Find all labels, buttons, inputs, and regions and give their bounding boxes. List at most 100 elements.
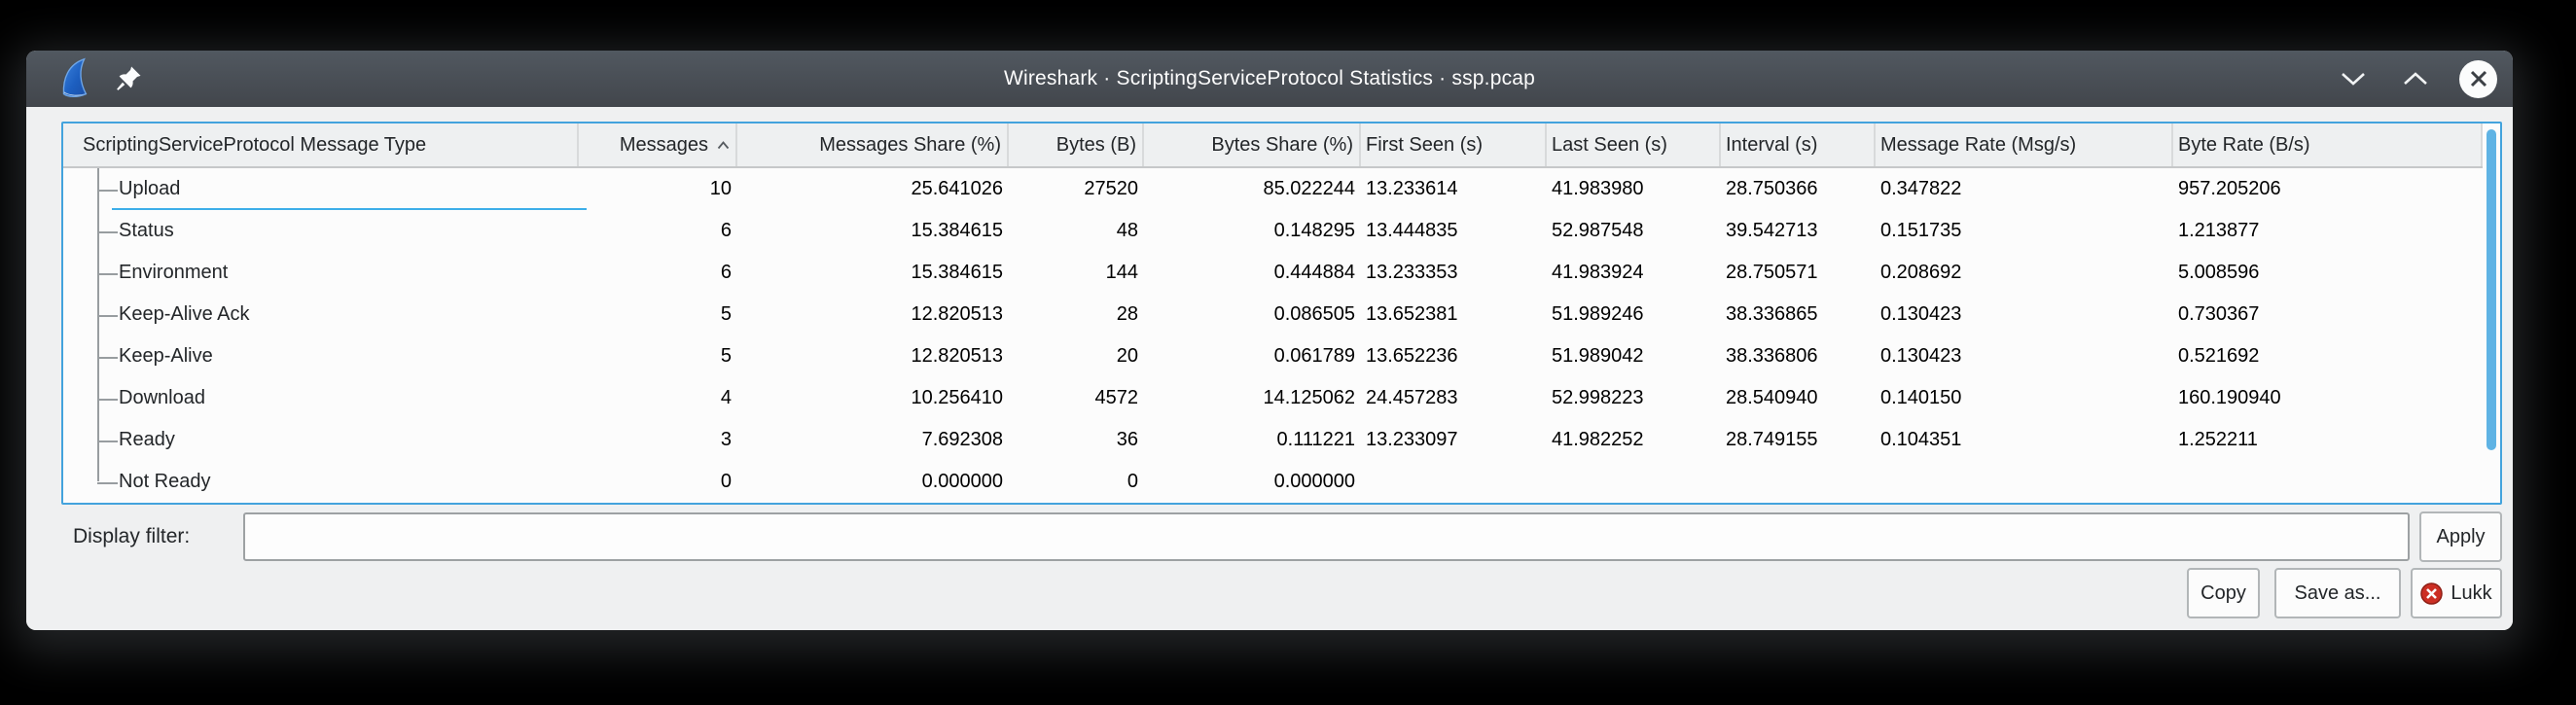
cell-value[interactable]: 85.022244 bbox=[1144, 168, 1361, 210]
cell-value[interactable]: 12.820513 bbox=[737, 335, 1009, 377]
cell-value[interactable]: 0 bbox=[1009, 461, 1144, 503]
cell-value[interactable]: 4572 bbox=[1009, 377, 1144, 419]
save-as-button[interactable]: Save as... bbox=[2274, 568, 2401, 618]
cell-value[interactable]: 28.540940 bbox=[1721, 377, 1876, 419]
cell-value[interactable]: 41.983980 bbox=[1547, 168, 1721, 210]
cell-message-type[interactable]: Upload bbox=[63, 168, 579, 210]
cell-value[interactable] bbox=[1361, 461, 1547, 503]
cell-value[interactable]: 0.104351 bbox=[1876, 419, 2173, 461]
cell-value[interactable]: 48 bbox=[1009, 210, 1144, 252]
copy-button[interactable]: Copy bbox=[2187, 568, 2260, 618]
column-header-first-seen[interactable]: First Seen (s) bbox=[1361, 123, 1547, 166]
cell-message-type[interactable]: Ready bbox=[63, 419, 579, 461]
cell-value[interactable]: 160.190940 bbox=[2173, 377, 2483, 419]
cell-value[interactable]: 7.692308 bbox=[737, 419, 1009, 461]
cell-value[interactable]: 39.542713 bbox=[1721, 210, 1876, 252]
cell-value[interactable]: 38.336806 bbox=[1721, 335, 1876, 377]
statistics-table[interactable]: ScriptingServiceProtocol Message Type Me… bbox=[61, 122, 2502, 505]
cell-value[interactable]: 28 bbox=[1009, 294, 1144, 335]
cell-value[interactable]: 0.208692 bbox=[1876, 252, 2173, 294]
cell-value[interactable]: 15.384615 bbox=[737, 210, 1009, 252]
cell-value[interactable]: 24.457283 bbox=[1361, 377, 1547, 419]
cell-value[interactable]: 41.983924 bbox=[1547, 252, 1721, 294]
column-header-bytes[interactable]: Bytes (B) bbox=[1009, 123, 1144, 166]
cell-value[interactable]: 957.205206 bbox=[2173, 168, 2483, 210]
table-row[interactable]: Ready37.692308360.11122113.23309741.9822… bbox=[63, 419, 2483, 461]
table-row[interactable]: Environment615.3846151440.44488413.23335… bbox=[63, 252, 2483, 294]
cell-message-type[interactable]: Keep-Alive Ack bbox=[63, 294, 579, 335]
cell-value[interactable] bbox=[1547, 461, 1721, 503]
cell-value[interactable]: 6 bbox=[579, 252, 737, 294]
cell-value[interactable]: 1.252211 bbox=[2173, 419, 2483, 461]
column-header-message-rate[interactable]: Message Rate (Msg/s) bbox=[1876, 123, 2173, 166]
cell-message-type[interactable]: Download bbox=[63, 377, 579, 419]
cell-value[interactable]: 0.444884 bbox=[1144, 252, 1361, 294]
scrollbar-thumb[interactable] bbox=[2487, 129, 2496, 450]
cell-value[interactable]: 12.820513 bbox=[737, 294, 1009, 335]
column-header-message-type[interactable]: ScriptingServiceProtocol Message Type bbox=[63, 123, 579, 166]
cell-value[interactable]: 36 bbox=[1009, 419, 1144, 461]
cell-value[interactable]: 13.652381 bbox=[1361, 294, 1547, 335]
table-row[interactable]: Status615.384615480.14829513.44483552.98… bbox=[63, 210, 2483, 252]
cell-value[interactable] bbox=[1876, 461, 2173, 503]
cell-value[interactable]: 28.750366 bbox=[1721, 168, 1876, 210]
cell-value[interactable]: 0 bbox=[579, 461, 737, 503]
cell-value[interactable]: 51.989246 bbox=[1547, 294, 1721, 335]
display-filter-input[interactable] bbox=[243, 512, 2410, 561]
cell-value[interactable]: 0.061789 bbox=[1144, 335, 1361, 377]
cell-value[interactable]: 25.641026 bbox=[737, 168, 1009, 210]
cell-value[interactable]: 51.989042 bbox=[1547, 335, 1721, 377]
column-header-interval[interactable]: Interval (s) bbox=[1721, 123, 1876, 166]
cell-value[interactable]: 52.998223 bbox=[1547, 377, 1721, 419]
cell-message-type[interactable]: Environment bbox=[63, 252, 579, 294]
cell-value[interactable]: 52.987548 bbox=[1547, 210, 1721, 252]
table-row[interactable]: Upload1025.6410262752085.02224413.233614… bbox=[63, 168, 2483, 210]
cell-value[interactable]: 14.125062 bbox=[1144, 377, 1361, 419]
vertical-scrollbar[interactable] bbox=[2483, 123, 2500, 503]
cell-value[interactable]: 10.256410 bbox=[737, 377, 1009, 419]
cell-value[interactable]: 0.730367 bbox=[2173, 294, 2483, 335]
cell-value[interactable]: 0.000000 bbox=[737, 461, 1009, 503]
apply-button[interactable]: Apply bbox=[2419, 511, 2502, 562]
cell-value[interactable]: 28.750571 bbox=[1721, 252, 1876, 294]
cell-value[interactable] bbox=[2173, 461, 2483, 503]
cell-value[interactable]: 5.008596 bbox=[2173, 252, 2483, 294]
titlebar[interactable]: Wireshark · ScriptingServiceProtocol Sta… bbox=[26, 51, 2513, 107]
cell-value[interactable]: 0.086505 bbox=[1144, 294, 1361, 335]
close-dialog-button[interactable]: Lukk bbox=[2411, 568, 2502, 618]
cell-value[interactable]: 0.140150 bbox=[1876, 377, 2173, 419]
cell-message-type[interactable]: Not Ready bbox=[63, 461, 579, 503]
cell-value[interactable]: 1.213877 bbox=[2173, 210, 2483, 252]
cell-value[interactable]: 0.130423 bbox=[1876, 335, 2173, 377]
cell-message-type[interactable]: Keep-Alive bbox=[63, 335, 579, 377]
cell-value[interactable]: 10 bbox=[579, 168, 737, 210]
cell-value[interactable]: 20 bbox=[1009, 335, 1144, 377]
minimize-button[interactable] bbox=[2335, 60, 2372, 97]
maximize-button[interactable] bbox=[2397, 60, 2434, 97]
cell-value[interactable]: 0.130423 bbox=[1876, 294, 2173, 335]
cell-value[interactable]: 13.233353 bbox=[1361, 252, 1547, 294]
column-header-last-seen[interactable]: Last Seen (s) bbox=[1547, 123, 1721, 166]
cell-value[interactable]: 0.151735 bbox=[1876, 210, 2173, 252]
column-header-messages-share[interactable]: Messages Share (%) bbox=[737, 123, 1009, 166]
cell-value[interactable]: 27520 bbox=[1009, 168, 1144, 210]
cell-value[interactable]: 38.336865 bbox=[1721, 294, 1876, 335]
cell-value[interactable]: 0.111221 bbox=[1144, 419, 1361, 461]
cell-value[interactable]: 0.521692 bbox=[2173, 335, 2483, 377]
cell-value[interactable]: 144 bbox=[1009, 252, 1144, 294]
cell-value[interactable]: 6 bbox=[579, 210, 737, 252]
cell-value[interactable]: 13.444835 bbox=[1361, 210, 1547, 252]
cell-value[interactable]: 13.233097 bbox=[1361, 419, 1547, 461]
table-row[interactable]: Keep-Alive512.820513200.06178913.6522365… bbox=[63, 335, 2483, 377]
cell-message-type[interactable]: Status bbox=[63, 210, 579, 252]
cell-value[interactable]: 13.652236 bbox=[1361, 335, 1547, 377]
cell-value[interactable]: 0.148295 bbox=[1144, 210, 1361, 252]
cell-value[interactable]: 5 bbox=[579, 294, 737, 335]
cell-value[interactable]: 4 bbox=[579, 377, 737, 419]
close-window-button[interactable] bbox=[2459, 60, 2497, 98]
cell-value[interactable]: 5 bbox=[579, 335, 737, 377]
table-row[interactable]: Not Ready00.00000000.000000 bbox=[63, 461, 2483, 503]
cell-value[interactable]: 3 bbox=[579, 419, 737, 461]
column-header-messages[interactable]: Messages bbox=[579, 123, 737, 166]
table-row[interactable]: Keep-Alive Ack512.820513280.08650513.652… bbox=[63, 294, 2483, 335]
